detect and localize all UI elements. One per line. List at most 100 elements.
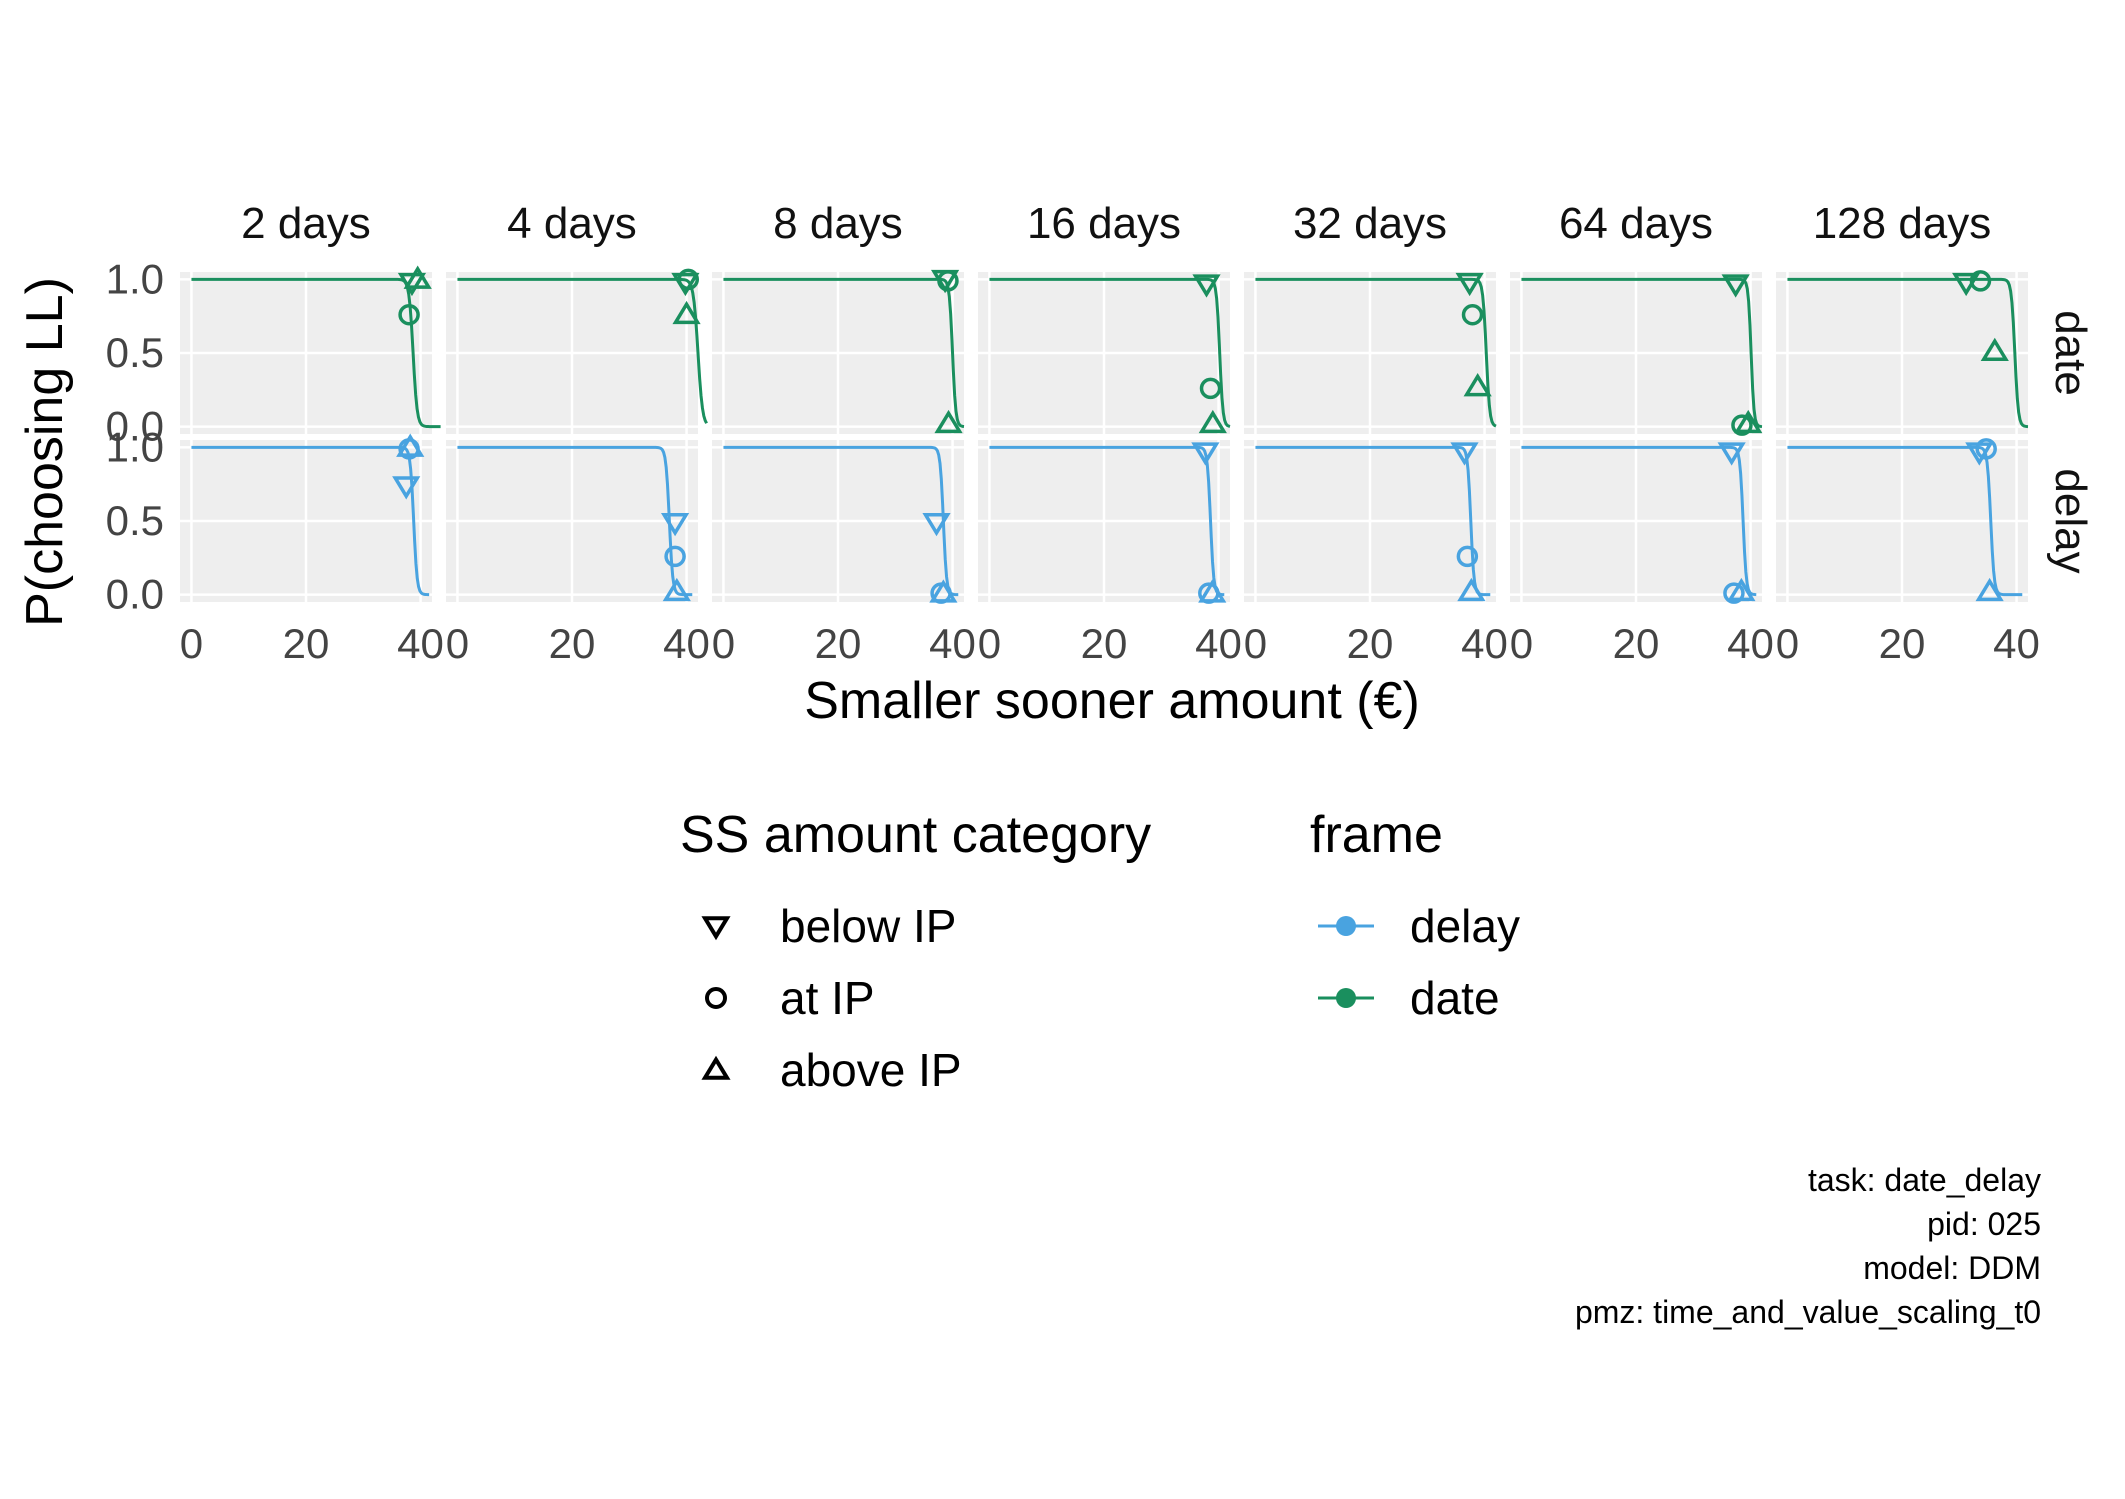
panel-delay-4: 0 20 40 xyxy=(1244,440,1508,667)
data-point xyxy=(1721,274,1750,298)
data-point xyxy=(660,513,690,537)
caption-pmz: pmz: time_and_value_scaling_t0 xyxy=(1574,1294,2041,1330)
data-point xyxy=(934,409,963,434)
panel-delay-0: 0.0 0.5 1.0 0 20 40 xyxy=(106,423,444,667)
fit-curve xyxy=(191,445,430,597)
data-point xyxy=(1975,577,2004,602)
y-tick-label: 0.5 xyxy=(106,497,164,544)
x-tick-label: 0 xyxy=(180,620,203,667)
fit-curve xyxy=(723,277,965,429)
data-point xyxy=(1980,337,2009,361)
caption-model: model: DDM xyxy=(1863,1250,2041,1286)
data-point xyxy=(922,513,951,537)
facet-column-label: 32 days xyxy=(1293,199,1447,248)
data-point xyxy=(1450,442,1479,466)
legend-shape-key xyxy=(701,916,731,941)
facet-row-label: date xyxy=(2046,310,2095,396)
facet-column-label: 4 days xyxy=(507,199,637,248)
fit-curve xyxy=(989,277,1231,428)
panel-date-1: 4 days xyxy=(446,199,708,434)
y-tick-label: 0.0 xyxy=(106,403,164,450)
fit-curve xyxy=(1521,277,1763,429)
legend-shape-label: at IP xyxy=(780,972,875,1024)
x-tick-label: 0 xyxy=(1776,620,1799,667)
data-point xyxy=(1199,377,1222,400)
data-point xyxy=(1457,577,1486,602)
panel-date-5: 64 days xyxy=(1510,199,1763,436)
data-point xyxy=(937,270,959,292)
fit-curve xyxy=(1255,277,1497,428)
legend-shape-key xyxy=(701,1055,731,1080)
data-point xyxy=(1734,409,1763,434)
plot-caption: task: date_delay pid: 025 model: DDM pmz… xyxy=(1575,1158,2041,1334)
x-tick-label: 0 xyxy=(446,620,469,667)
panels-layer: 0.0 0.5 1.0 2 days 4 days 8 days 16 days 32 day… xyxy=(106,199,2095,667)
panel-date-0: 0.0 0.5 1.0 2 days xyxy=(106,199,441,450)
x-tick-label: 0 xyxy=(1244,620,1267,667)
data-point xyxy=(662,577,691,602)
panel-date-3: 16 days xyxy=(978,199,1231,434)
x-tick-label: 40 xyxy=(1195,620,1242,667)
x-tick-label: 20 xyxy=(1613,620,1660,667)
legend-shape-label: above IP xyxy=(780,1044,962,1096)
data-point xyxy=(392,476,421,500)
data-point xyxy=(403,265,432,289)
x-tick-label: 20 xyxy=(549,620,596,667)
panel-delay-5: 0 20 40 xyxy=(1510,440,1774,667)
data-point xyxy=(1969,270,1992,292)
x-tick-label: 20 xyxy=(815,620,862,667)
x-tick-label: 0 xyxy=(712,620,735,667)
fit-curve xyxy=(1787,445,2023,597)
legend: SS amount category below IP at IP above IP f… xyxy=(680,806,1520,1096)
y-tick-label: 1.0 xyxy=(106,255,164,302)
facet-column-label: 8 days xyxy=(773,199,903,248)
data-point xyxy=(929,579,958,603)
legend-frame-dot xyxy=(1336,916,1356,936)
x-tick-label: 0 xyxy=(1510,620,1533,667)
legend-shape-title: SS amount category xyxy=(680,806,1151,864)
legend-frame-title: frame xyxy=(1310,806,1443,864)
x-tick-label: 20 xyxy=(1879,620,1926,667)
data-point xyxy=(664,545,686,568)
x-tick-label: 40 xyxy=(397,620,444,667)
data-point xyxy=(1463,373,1492,397)
caption-pid: pid: 025 xyxy=(1927,1206,2041,1242)
data-point xyxy=(398,303,420,326)
facet-column-label: 128 days xyxy=(1813,199,1992,248)
data-point xyxy=(1192,274,1221,298)
data-point xyxy=(1723,582,1745,604)
panel-date-4: 32 days xyxy=(1244,199,1497,434)
data-point xyxy=(672,300,701,325)
panel-delay-2: 0 20 40 xyxy=(712,440,976,667)
x-axis-title: Smaller sooner amount (€) xyxy=(804,672,1420,730)
data-point xyxy=(1455,272,1484,297)
data-point xyxy=(397,272,427,297)
fit-curve xyxy=(457,277,708,424)
data-point xyxy=(1198,409,1227,434)
y-axis-title: P(choosing LL) xyxy=(16,277,74,627)
fit-curve xyxy=(191,277,441,429)
data-point xyxy=(1727,577,1756,602)
data-point xyxy=(1198,579,1227,603)
x-tick-label: 40 xyxy=(663,620,710,667)
legend-frame-dot xyxy=(1336,988,1356,1008)
data-point xyxy=(1191,442,1220,466)
legend-shape-key xyxy=(705,987,727,1009)
x-tick-label: 0 xyxy=(978,620,1001,667)
data-point xyxy=(1717,442,1746,466)
y-tick-label: 0.0 xyxy=(106,571,164,618)
y-tick-label: 1.0 xyxy=(106,423,164,470)
x-tick-label: 40 xyxy=(1727,620,1774,667)
panel-date-2: 8 days xyxy=(712,199,965,434)
x-tick-label: 20 xyxy=(1347,620,1394,667)
data-point xyxy=(677,268,700,291)
data-point xyxy=(1731,414,1753,436)
panel-delay-3: 0 20 40 xyxy=(978,440,1242,667)
fit-curve xyxy=(989,445,1225,597)
panel-date-6: 128 days xyxy=(1776,199,2029,434)
facet-column-label: 2 days xyxy=(241,199,371,248)
fit-curve xyxy=(1521,445,1757,597)
legend-shape-label: below IP xyxy=(780,900,956,952)
panel-delay-1: 0 20 40 xyxy=(446,440,710,667)
